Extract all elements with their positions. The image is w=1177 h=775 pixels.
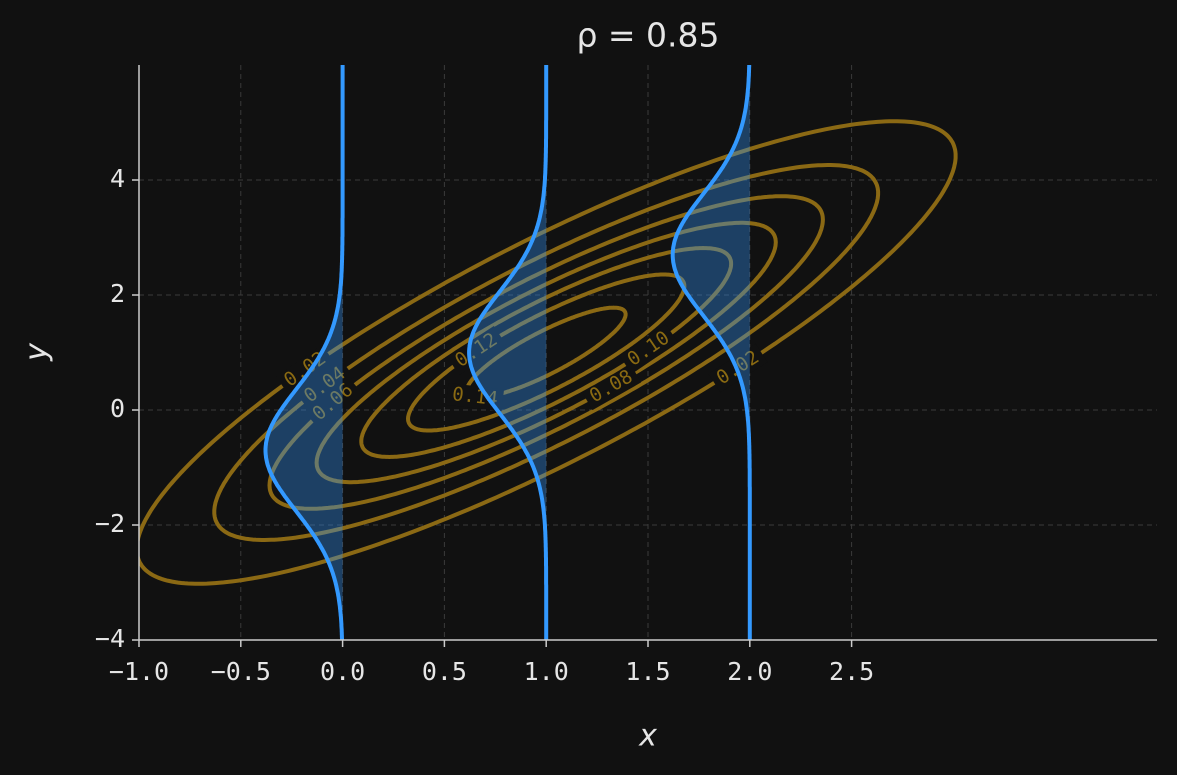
contour-label-bg bbox=[619, 324, 679, 374]
contour-line bbox=[405, 272, 687, 433]
contour-label-bg bbox=[581, 363, 642, 411]
y-tick-label: 0 bbox=[110, 394, 125, 423]
axes: −1.0 −0.5 0.0 0.5 1.0 1.5 2.0 2.5 −4 −2 0 2 4 bbox=[95, 65, 1157, 686]
contour-line bbox=[267, 194, 825, 511]
x-tick-label: 2.5 bbox=[829, 657, 874, 686]
y-tick-label: 2 bbox=[110, 279, 125, 308]
conditional-area bbox=[672, 65, 750, 640]
x-tick-label: −1.0 bbox=[109, 657, 169, 686]
x-tick-label: 0.0 bbox=[320, 657, 365, 686]
y-tick-label: 4 bbox=[110, 164, 125, 193]
x-tick-label: 0.5 bbox=[422, 657, 467, 686]
x-tick-label: 1.0 bbox=[524, 657, 569, 686]
x-tick-label: 1.5 bbox=[625, 657, 670, 686]
conditional-density bbox=[670, 65, 752, 640]
y-axis-title: y bbox=[20, 342, 55, 362]
conditional-density bbox=[263, 65, 345, 640]
conditional-density bbox=[467, 65, 549, 640]
x-axis-title: x bbox=[638, 719, 657, 754]
chart-title: ρ = 0.85 bbox=[576, 16, 719, 55]
x-tick-label: 2.0 bbox=[727, 657, 772, 686]
contour-label: 0.14 bbox=[451, 383, 499, 410]
contour-label-bg bbox=[304, 375, 362, 429]
contour-label-bg bbox=[447, 325, 506, 376]
x-tick-label: −0.5 bbox=[211, 657, 271, 686]
plot-area: 0.02 0.020.040.06 0.080.100.120.14 bbox=[139, 65, 958, 640]
y-tick-label: −2 bbox=[95, 509, 125, 538]
y-tick-label: −4 bbox=[95, 624, 125, 653]
contour-label-bg bbox=[296, 359, 355, 411]
conditional-area bbox=[265, 65, 343, 640]
conditional-area bbox=[469, 65, 547, 640]
contour-line bbox=[212, 163, 881, 542]
contour-line bbox=[314, 220, 778, 485]
contour-label-bg bbox=[445, 383, 505, 412]
